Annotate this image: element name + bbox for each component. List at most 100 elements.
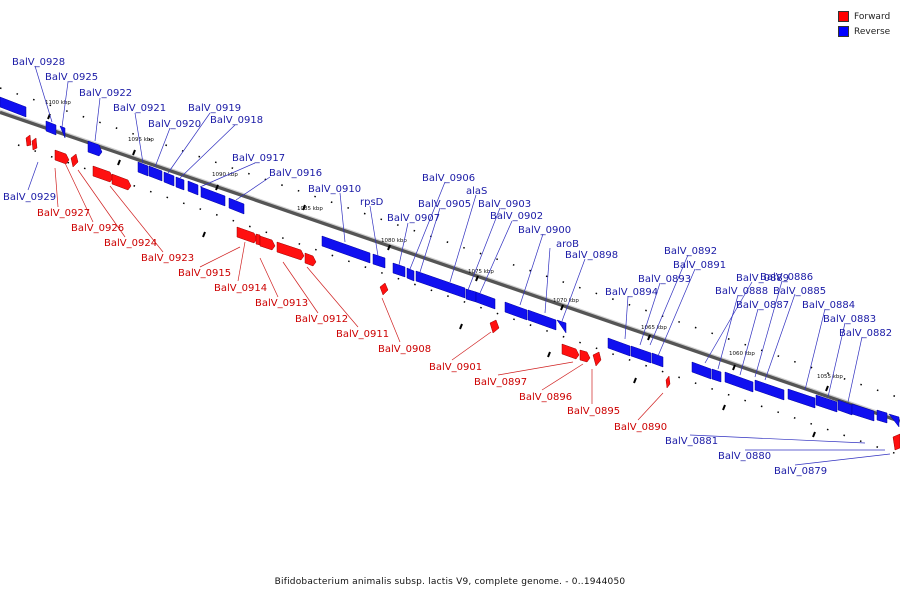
gene-arrow-reverse	[148, 165, 163, 182]
gene-label: BalV_0884	[802, 300, 855, 311]
gene-label: BalV_0923	[141, 253, 194, 264]
gene-arrow-reverse	[724, 371, 754, 393]
gene-arrow-forward	[111, 173, 132, 191]
legend-item-reverse: Reverse	[838, 24, 890, 39]
tick-label: 1060 kbp	[729, 351, 755, 357]
gene-arrow-reverse	[851, 403, 875, 422]
gene-label: BalV_0896	[519, 392, 572, 403]
gene-arrow-reverse	[392, 262, 406, 278]
gene-arrow-reverse	[406, 267, 415, 282]
gene-arrow-forward	[592, 351, 602, 367]
legend-item-forward: Forward	[838, 9, 890, 24]
tick-label: 1070 kbp	[553, 298, 579, 304]
gene-label: BalV_0907	[387, 213, 440, 224]
genome-backbone	[0, 110, 900, 423]
gene-label: BalV_0917	[232, 153, 285, 164]
gene-arrow-forward	[379, 282, 389, 296]
tick-marks	[47, 113, 829, 438]
gene-label: BalV_0894	[605, 287, 658, 298]
reverse-guide-dots	[0, 87, 900, 399]
gene-label: BalV_0915	[178, 268, 231, 279]
gene-arrow-reverse	[45, 120, 57, 136]
gene-arrow-reverse	[607, 337, 631, 357]
gene-label: BalV_0886	[760, 272, 813, 283]
gene-arrow-forward	[31, 137, 38, 151]
forward-swatch	[838, 11, 849, 22]
tick-label: 1090 kbp	[212, 172, 238, 178]
gene-arrow-reverse	[815, 394, 838, 413]
gene-label: BalV_0911	[336, 329, 389, 340]
gene-label: BalV_0890	[614, 422, 667, 433]
gene-arrow-forward	[561, 343, 580, 360]
tick-label: 1095 kbp	[128, 137, 154, 143]
reverse-labels: BalV_0928 BalV_0925 BalV_0922 BalV_0921 …	[3, 57, 892, 477]
gene-arrow-forward	[892, 433, 900, 451]
gene-label: BalV_0902	[490, 211, 543, 222]
gene-arrow-reverse	[187, 180, 199, 196]
gene-arrow-reverse	[504, 301, 528, 321]
gene-label: BalV_0908	[378, 344, 431, 355]
gene-label: BalV_0921	[113, 103, 166, 114]
gene-label: BalV_0898	[565, 250, 618, 261]
gene-arrow-reverse	[651, 352, 664, 368]
gene-arrow-forward	[276, 241, 305, 261]
gene-label: BalV_0924	[104, 238, 157, 249]
gene-arrow-forward	[236, 226, 258, 244]
gene-arrow-reverse	[372, 253, 386, 269]
gene-arrow-reverse	[228, 197, 245, 215]
gene-label: BalV_0881	[665, 436, 718, 447]
gene-arrow-reverse	[876, 409, 888, 424]
legend-label: Forward	[854, 11, 891, 22]
gene-label: BalV_0893	[638, 274, 691, 285]
gene-arrow-reverse	[754, 379, 785, 401]
gene-arrow-reverse	[527, 309, 557, 331]
gene-label: BalV_0920	[148, 119, 201, 130]
gene-arrow-reverse	[691, 361, 712, 380]
reverse-genes	[0, 96, 900, 428]
gene-arrow-reverse	[888, 413, 900, 428]
gene-label: BalV_0914	[214, 283, 267, 294]
reverse-leader-lines	[27, 65, 891, 466]
gene-label: BalV_0885	[773, 286, 826, 297]
gene-arrow-forward	[255, 233, 261, 246]
gene-arrow-forward	[70, 153, 79, 168]
gene-label: BalV_0895	[567, 406, 620, 417]
gene-label: BalV_0901	[429, 362, 482, 373]
gene-label: BalV_0900	[518, 225, 571, 236]
gene-label: BalV_0889	[736, 273, 789, 284]
gene-arrow-forward	[489, 319, 500, 334]
gene-arrow-reverse	[163, 171, 175, 187]
gene-arrow-forward	[25, 134, 32, 147]
gene-arrow-forward	[92, 165, 114, 183]
gene-label: BalV_0925	[45, 72, 98, 83]
gene-arrow-reverse	[556, 319, 567, 334]
forward-labels: BalV_0927 BalV_0926 BalV_0924 BalV_0923 …	[37, 208, 667, 433]
gene-arrow-reverse	[87, 140, 103, 157]
gene-arrow-reverse	[200, 186, 226, 207]
forward-leader-lines	[54, 162, 664, 421]
legend-label: Reverse	[854, 26, 891, 37]
gene-label: BalV_0879	[774, 466, 827, 477]
tick-label: 1085 kbp	[297, 206, 323, 212]
gene-label: aroB	[556, 239, 579, 250]
gene-label: BalV_0912	[295, 314, 348, 325]
genome-caption: Bifidobacterium animalis subsp. lactis V…	[274, 577, 626, 587]
gene-label: BalV_0926	[71, 223, 124, 234]
gene-arrow-reverse	[711, 368, 722, 383]
gene-label: BalV_0891	[673, 260, 726, 271]
gene-label: BalV_0883	[823, 314, 876, 325]
gene-arrow-forward	[665, 375, 671, 389]
gene-label: BalV_0892	[664, 246, 717, 257]
gene-label: BalV_0888	[715, 286, 768, 297]
gene-label: BalV_0928	[12, 57, 65, 68]
gene-label: BalV_0913	[255, 298, 308, 309]
gene-arrow-reverse	[837, 399, 853, 416]
tick-labels: 1100 kbp 1095 kbp 1090 kbp 1085 kbp 1080…	[45, 100, 843, 380]
tick-label: 1065 kbp	[641, 325, 667, 331]
gene-arrow-reverse	[0, 96, 27, 118]
gene-arrow-forward	[579, 349, 591, 363]
gene-arrow-reverse	[787, 388, 816, 409]
gene-arrow-forward	[54, 149, 70, 165]
gene-label: BalV_0887	[736, 300, 789, 311]
